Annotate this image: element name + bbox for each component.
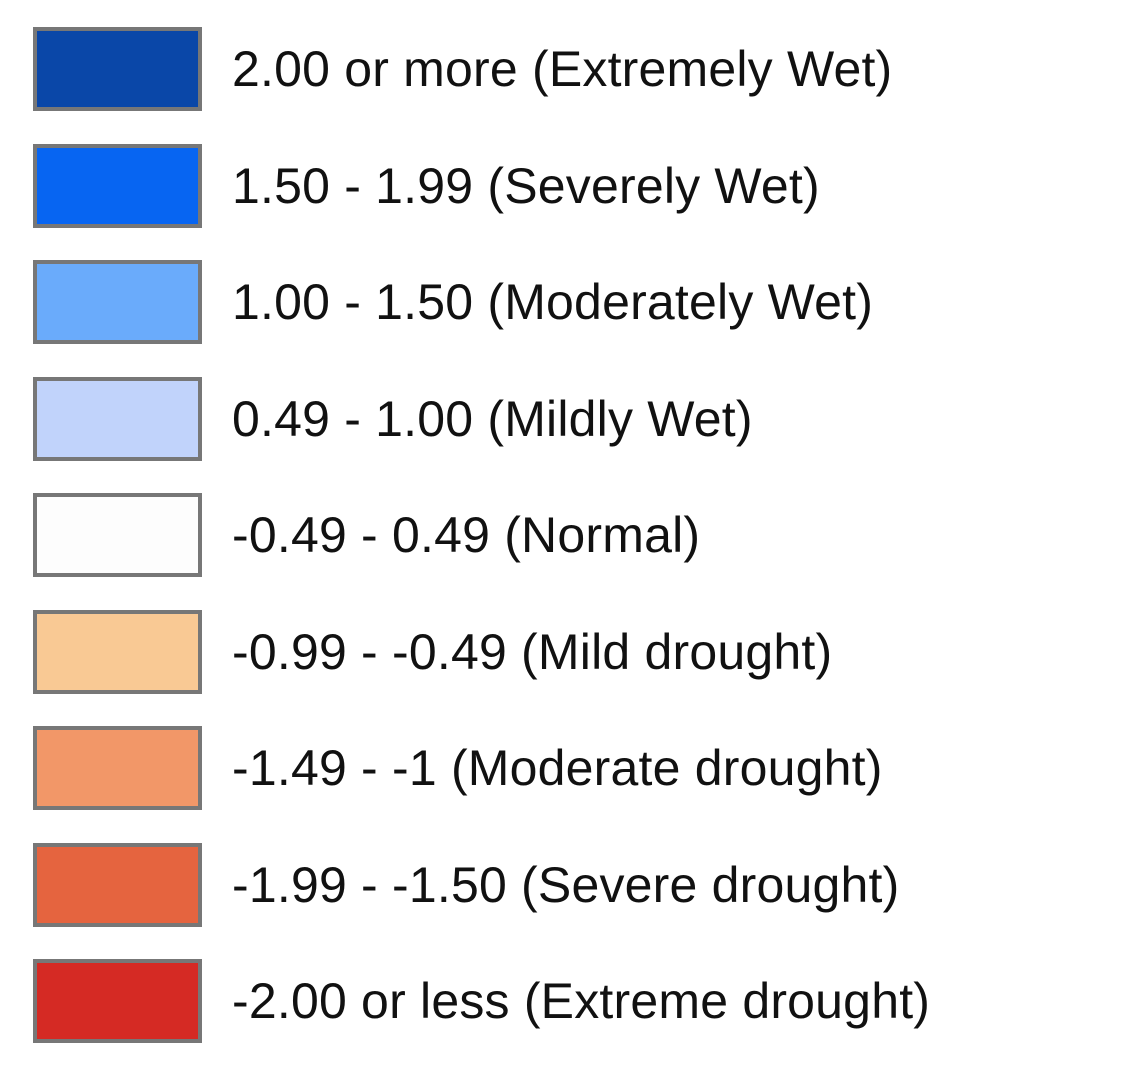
legend-label-extreme-drought: -2.00 or less (Extreme drought) — [232, 973, 931, 1029]
legend-item-mild-drought: -0.99 - -0.49 (Mild drought) — [33, 607, 1113, 697]
legend-item-normal: -0.49 - 0.49 (Normal) — [33, 490, 1113, 580]
legend-item-moderate-drought: -1.49 - -1 (Moderate drought) — [33, 723, 1113, 813]
legend-item-mildly-wet: 0.49 - 1.00 (Mildly Wet) — [33, 374, 1113, 464]
legend-item-moderately-wet: 1.00 - 1.50 (Moderately Wet) — [33, 257, 1113, 347]
legend-label-extremely-wet: 2.00 or more (Extremely Wet) — [232, 41, 893, 97]
legend-item-extremely-wet: 2.00 or more (Extremely Wet) — [33, 24, 1113, 114]
legend-label-mild-drought: -0.99 - -0.49 (Mild drought) — [232, 623, 833, 680]
legend-item-severe-drought: -1.99 - -1.50 (Severe drought) — [33, 840, 1113, 930]
legend-swatch-mild-drought — [33, 609, 202, 694]
legend-label-moderate-drought: -1.49 - -1 (Moderate drought) — [232, 740, 883, 796]
legend-item-severely-wet: 1.50 - 1.99 (Severely Wet) — [33, 141, 1113, 231]
legend-label-mildly-wet: 0.49 - 1.00 (Mildly Wet) — [232, 390, 753, 447]
legend-item-extreme-drought: -2.00 or less (Extreme drought) — [33, 956, 1113, 1046]
legend-swatch-extremely-wet — [33, 27, 202, 111]
legend-swatch-extreme-drought — [33, 959, 202, 1043]
legend-label-severe-drought: -1.99 - -1.50 (Severe drought) — [232, 856, 900, 913]
legend-label-normal: -0.49 - 0.49 (Normal) — [232, 507, 701, 563]
legend-swatch-moderately-wet — [33, 260, 202, 344]
legend-swatch-severely-wet — [33, 143, 202, 228]
legend-swatch-mildly-wet — [33, 376, 202, 461]
legend-label-moderately-wet: 1.00 - 1.50 (Moderately Wet) — [232, 274, 874, 330]
legend-swatch-severe-drought — [33, 842, 202, 927]
legend: 2.00 or more (Extremely Wet) 1.50 - 1.99… — [33, 24, 1113, 1046]
legend-swatch-moderate-drought — [33, 726, 202, 810]
legend-label-severely-wet: 1.50 - 1.99 (Severely Wet) — [232, 157, 820, 214]
legend-swatch-normal — [33, 493, 202, 577]
